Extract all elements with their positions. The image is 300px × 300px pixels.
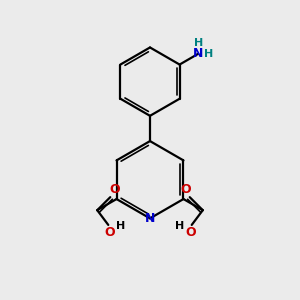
Text: H: H xyxy=(116,221,125,231)
Text: O: O xyxy=(104,226,115,239)
Text: H: H xyxy=(204,49,213,59)
Text: H: H xyxy=(194,38,203,48)
Text: N: N xyxy=(193,47,203,60)
Text: O: O xyxy=(110,183,120,196)
Text: O: O xyxy=(185,226,196,239)
Text: O: O xyxy=(180,183,190,196)
Text: H: H xyxy=(175,221,184,231)
Text: N: N xyxy=(145,212,155,226)
